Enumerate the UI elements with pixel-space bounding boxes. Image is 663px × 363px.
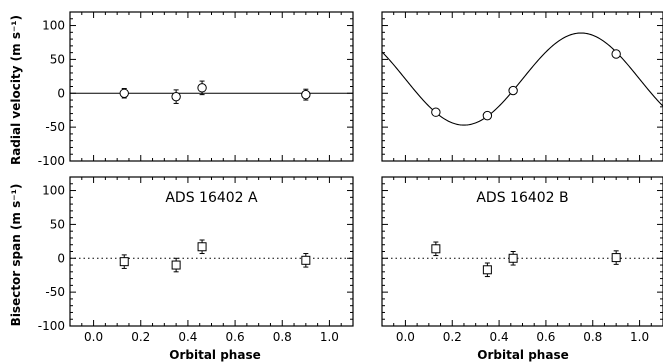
data-point [432, 108, 440, 116]
plot-frame [70, 12, 353, 161]
x-tick-label: 0.4 [490, 330, 509, 344]
x-tick-label: 0.4 [178, 330, 197, 344]
ylabel-radial-velocity: Radial velocity (m s⁻¹) [9, 15, 23, 165]
data-point [509, 254, 517, 262]
data-point [198, 243, 206, 251]
x-tick-label: 1.0 [630, 330, 649, 344]
data-point [509, 86, 517, 94]
y-tick-label: -100 [38, 319, 65, 333]
panel-title: ADS 16402 A [165, 190, 258, 206]
ylabel-bisector-span: Bisector span (m s⁻¹) [9, 184, 23, 327]
y-tick-label: -50 [45, 120, 65, 134]
data-point [172, 92, 180, 100]
data-point [483, 111, 491, 119]
x-tick-label: 1.0 [320, 330, 339, 344]
data-point [120, 89, 128, 97]
x-tick-label: 0.6 [536, 330, 555, 344]
x-tick-label: 0.0 [396, 330, 415, 344]
y-tick-label: -100 [38, 154, 65, 168]
panel-title: ADS 16402 B [476, 190, 568, 206]
plot-frame [382, 12, 663, 161]
data-point [302, 256, 310, 264]
orbit-fit-curve [382, 33, 663, 125]
y-tick-label: 100 [42, 19, 65, 33]
data-point [198, 84, 206, 92]
panel-top-left: -100 -50 0 50 100 [38, 12, 353, 168]
x-tick-label: 0.2 [443, 330, 462, 344]
data-point [302, 90, 310, 98]
panels-group: -100 -50 0 50 100 0.0 0.2 0.4 0.6 0.8 1.0 -100 -50 0 5… [38, 12, 663, 344]
x-tick-label: 0.2 [131, 330, 150, 344]
x-tick-label: 0.6 [226, 330, 245, 344]
y-tick-label: 0 [57, 86, 65, 100]
x-tick-label: 0.8 [273, 330, 292, 344]
data-point [612, 50, 620, 58]
y-tick-label: -50 [45, 285, 65, 299]
data-point [120, 258, 128, 266]
data-point [612, 254, 620, 262]
y-tick-label: 0 [57, 251, 65, 265]
y-tick-label: 50 [50, 217, 65, 231]
panel-bottom-right: 0.0 0.2 0.4 0.6 0.8 1.0 ADS 16402 B [382, 177, 663, 344]
y-tick-label: 50 [50, 52, 65, 66]
panel-top-right [382, 12, 663, 161]
data-point [432, 245, 440, 253]
x-tick-label: 0.8 [583, 330, 602, 344]
panel-bottom-left: 0.0 0.2 0.4 0.6 0.8 1.0 -100 -50 0 50 100 ADS 16402… [38, 177, 353, 344]
xlabel-right: Orbital phase [477, 348, 568, 362]
data-point [172, 261, 180, 269]
y-tick-label: 100 [42, 184, 65, 198]
xlabel-left: Orbital phase [169, 348, 260, 362]
x-tick-label: 0.0 [84, 330, 103, 344]
data-point [483, 266, 491, 274]
